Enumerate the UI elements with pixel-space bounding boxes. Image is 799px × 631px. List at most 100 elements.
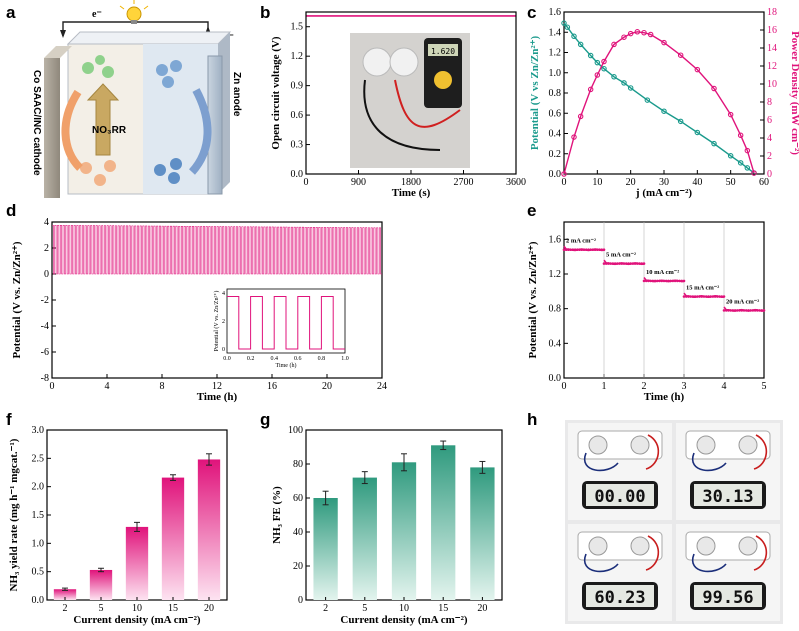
data-point (661, 39, 667, 46)
step-point (591, 248, 595, 252)
data-point (601, 65, 607, 72)
x-axis-label: Time (h) (644, 391, 685, 403)
data-point (737, 132, 744, 139)
bar (391, 462, 417, 600)
y-right-tick-label: 8 (767, 97, 772, 108)
step-point (682, 295, 686, 298)
data-point (677, 52, 684, 58)
step-point (744, 309, 748, 312)
step-point (564, 248, 568, 252)
x-tick-label: 3600 (506, 177, 526, 188)
y-tick-label: 2 (44, 243, 49, 254)
panel-h-photos: 00.00 30.13 60.23 99.56 (565, 420, 783, 624)
y-tick-label: 0 (44, 269, 49, 280)
timer-reading: 30.13 (702, 487, 753, 507)
photo-wire-red (645, 535, 660, 571)
step-point (711, 295, 715, 298)
data-point (737, 160, 744, 166)
data-point (744, 147, 751, 154)
y-tick-label: -8 (41, 373, 49, 384)
bar (313, 498, 338, 600)
x-tick-label: 20 (204, 603, 214, 614)
y-right-tick-label: 0 (767, 169, 772, 180)
step-label: 5 mA cm⁻² (606, 252, 636, 259)
inset-y-tick-label: 2 (222, 319, 225, 325)
y-axis-label: NH₃ yield rate (mg h⁻¹ mgcat.⁻¹) (8, 438, 20, 591)
y-tick-label: 1.0 (32, 538, 45, 549)
y-tick-label: 3.0 (32, 425, 45, 436)
inset-y-tick-label: 4 (222, 291, 225, 297)
step-point (762, 309, 766, 312)
step-point (656, 279, 659, 283)
timer-reading: 60.23 (594, 588, 645, 608)
step-point (624, 262, 628, 265)
data-point (677, 118, 684, 125)
step-point (642, 279, 646, 283)
step-label: 2 mA cm⁻² (566, 238, 596, 245)
step-point (673, 279, 677, 283)
y-axis-label: Potential (V vs. Zn/Zn²⁺) (527, 241, 539, 358)
step-point (582, 248, 586, 252)
step-point (736, 309, 739, 312)
step-point (616, 262, 619, 265)
photo-wire-red (394, 79, 461, 128)
photo-wire-black (363, 79, 441, 151)
x-tick-label: 0 (304, 177, 309, 188)
y-right-tick-label: 10 (767, 79, 777, 90)
panel-b-photo: 1.620 (350, 33, 470, 168)
y-tick-label: -2 (41, 295, 49, 306)
cathode-label: Co SAAC/INC cathode (31, 70, 42, 176)
battery-cell-left (588, 435, 608, 455)
panel-label-c: c (527, 3, 536, 22)
x-tick-label: 2 (642, 381, 647, 392)
y-right-tick-label: 18 (767, 7, 777, 18)
step-point (747, 309, 750, 312)
data-point (621, 80, 627, 86)
x-tick-label: 60 (759, 177, 769, 188)
y-tick-label: 40 (293, 527, 303, 538)
arrow-down-icon (60, 30, 66, 38)
y-right-tick-label: 6 (767, 115, 772, 126)
timer-screen (586, 484, 654, 506)
y-tick-label: 0.0 (32, 595, 45, 606)
y-tick-label: 0.5 (32, 567, 45, 578)
step-point (607, 262, 610, 265)
inset-x-tick-label: 0.0 (223, 356, 231, 362)
panel-label-f: f (6, 410, 12, 429)
y-right-tick-label: 2 (767, 151, 772, 162)
step-point (738, 309, 741, 312)
step-point (727, 309, 730, 312)
step-point (662, 279, 666, 283)
y-tick-label: 0.2 (549, 149, 562, 160)
data-point (751, 170, 757, 176)
data-point (727, 111, 734, 118)
step-point (667, 279, 670, 283)
photo-wire-blue (691, 452, 727, 472)
data-point (601, 58, 607, 65)
inset-x-label: Time (h) (276, 362, 297, 369)
step-point (640, 262, 644, 265)
y-tick-label: 60 (293, 493, 303, 504)
y-tick-label: 0.4 (549, 129, 562, 140)
x-tick-label: 4 (722, 381, 727, 392)
y-right-tick-label: 4 (767, 133, 772, 144)
step-point (604, 262, 608, 265)
step-point (653, 279, 657, 283)
step-point (644, 279, 648, 283)
data-point (587, 52, 594, 59)
inset-x-tick-label: 0.4 (270, 356, 278, 362)
cathode-plate-top (44, 46, 72, 58)
step-point (753, 309, 757, 312)
y-tick-label: 1.4 (549, 27, 562, 38)
inset-x-tick-label: 0.2 (247, 356, 255, 362)
data-point (621, 34, 627, 40)
inset-y-tick-label: 0 (222, 347, 225, 353)
multimeter-dial (434, 71, 452, 89)
x-axis-label: Time (s) (392, 187, 431, 199)
step-point (687, 295, 690, 298)
y-right-tick-label: 16 (767, 25, 777, 36)
battery-schematic: e⁻ e⁻ Co SAAC/INC cathode Zn anode NO₃RR (31, 0, 242, 198)
step-point (671, 279, 675, 283)
step-point (722, 295, 726, 298)
